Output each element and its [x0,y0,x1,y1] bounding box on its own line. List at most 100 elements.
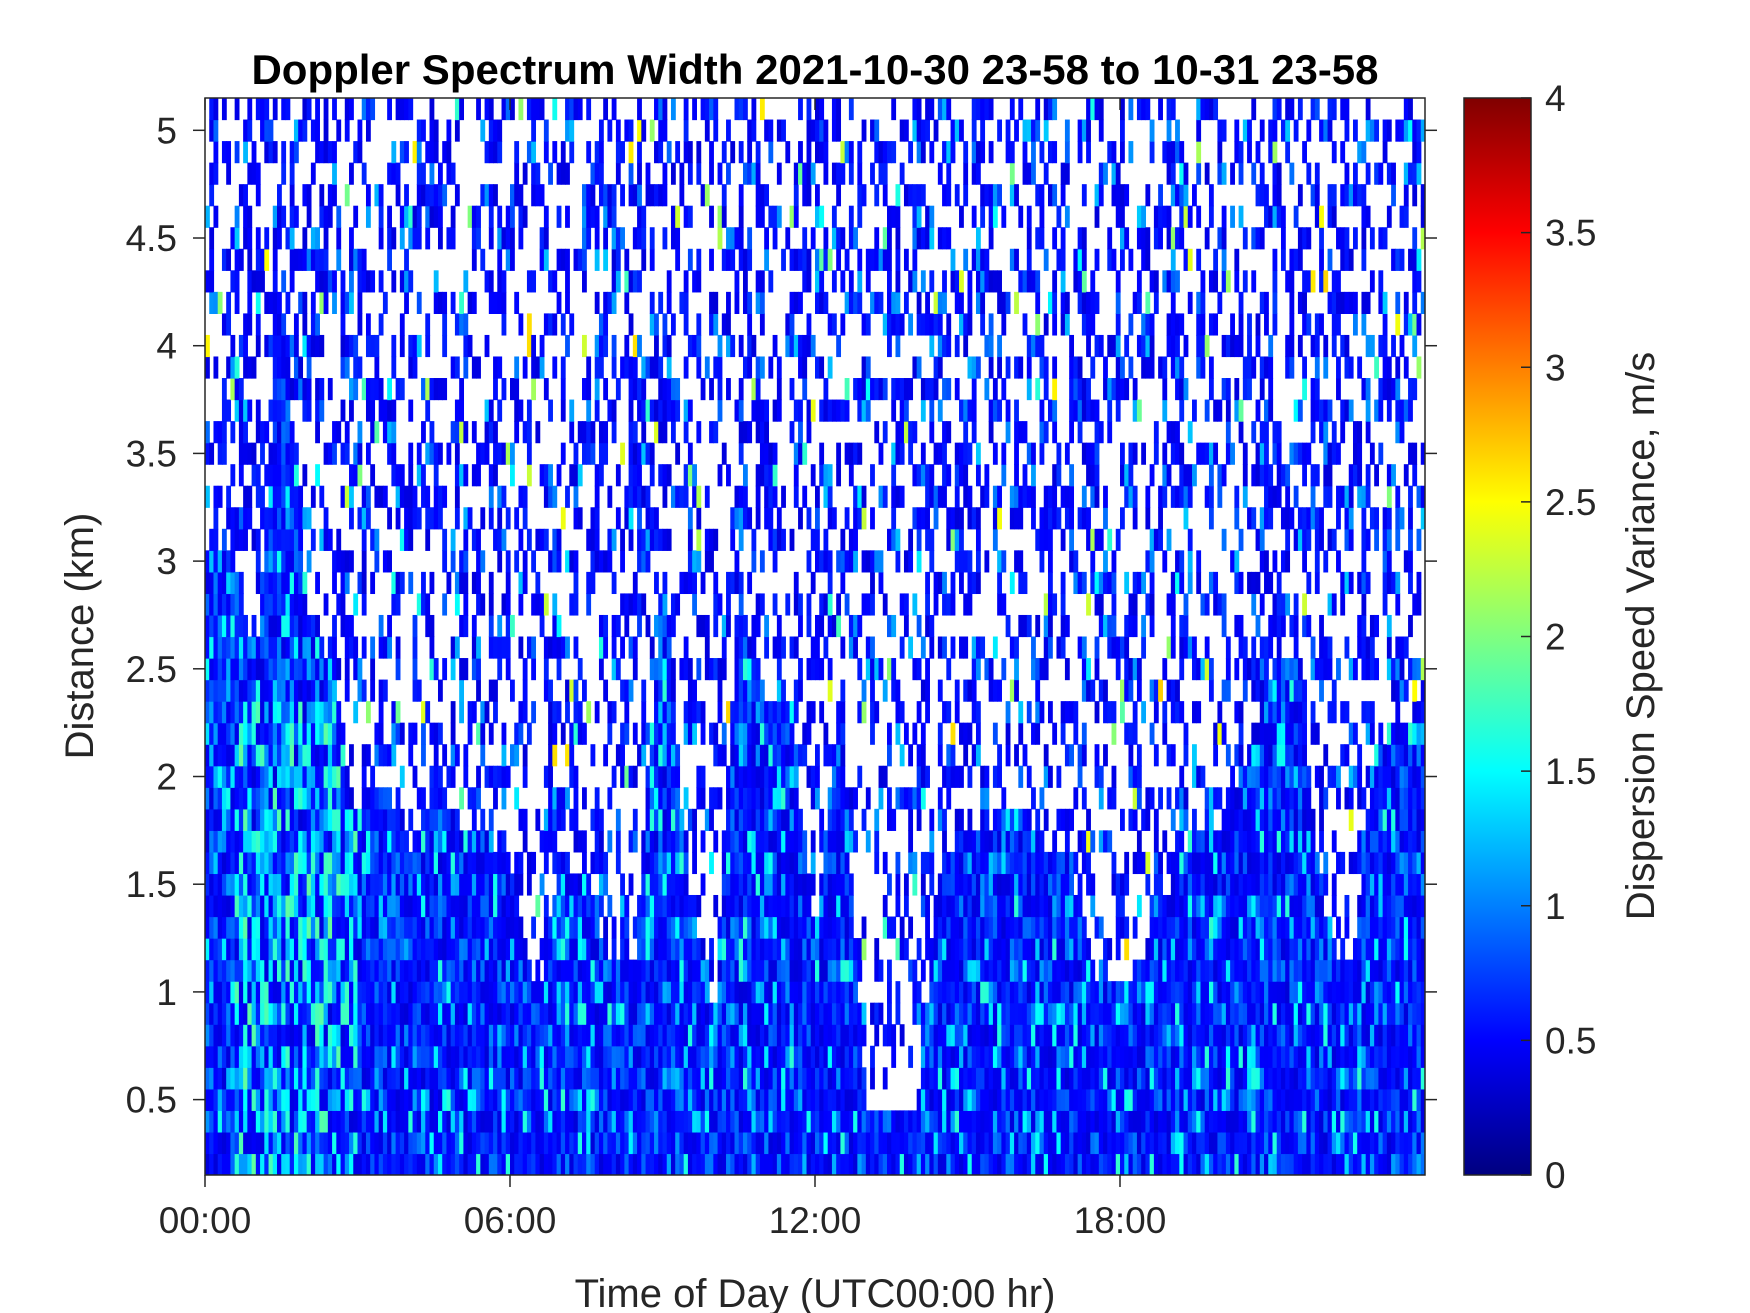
heatmap-cell [374,356,380,379]
heatmap-cell [586,1024,592,1047]
heatmap-cell [654,873,659,896]
heatmap-cell [870,1002,875,1025]
heatmap-cell [454,938,460,961]
heatmap-cell [692,1024,697,1047]
heatmap-cell [302,851,308,875]
heatmap-cell [742,959,748,982]
heatmap-cell [501,1131,507,1155]
heatmap-cell [255,291,261,314]
heatmap-cell [251,851,257,875]
heatmap-cell [399,916,405,939]
heatmap-cell [726,916,731,939]
heatmap-cell [454,464,460,487]
heatmap-cell [476,873,481,896]
heatmap-cell [497,270,503,293]
heatmap-cell [679,808,685,831]
heatmap-cell [340,830,346,853]
heatmap-cell [217,1153,223,1175]
heatmap-cell [433,787,439,810]
heatmap-cell [272,765,278,788]
heatmap-cell [776,765,782,788]
heatmap-cell [260,119,265,142]
heatmap-cell [209,894,215,918]
heatmap-cell [827,658,833,681]
heatmap-cell [742,658,748,681]
heatmap-cell [772,701,778,724]
heatmap-cell [734,959,740,982]
heatmap-cell [632,765,638,788]
heatmap-cell [683,356,689,379]
heatmap-cell [437,722,443,745]
heatmap-cell [755,184,761,207]
heatmap-cell [243,938,248,961]
heatmap-cell [332,571,337,595]
heatmap-cell [700,873,706,896]
heatmap-cell [611,291,617,314]
heatmap-cell [704,614,710,638]
heatmap-cell [565,1110,570,1133]
heatmap-cell [831,119,837,142]
heatmap-cell [408,722,414,745]
heatmap-cell [365,1045,371,1068]
heatmap-cell [844,873,850,896]
heatmap-cell [624,593,630,616]
heatmap-cell [573,636,579,659]
heatmap-cell [361,808,367,831]
heatmap-cell [501,981,507,1004]
heatmap-cell [310,1024,316,1047]
heatmap-cell [848,1045,854,1068]
heatmap-cell [213,507,219,530]
heatmap-cell [353,464,359,487]
heatmap-cell [577,658,583,681]
heatmap-cell [751,679,757,702]
heatmap-cell [315,464,320,487]
heatmap-cell [302,248,308,271]
heatmap-cell [416,507,422,530]
heatmap-cell [234,1045,240,1068]
heatmap-cell [717,1024,723,1047]
heatmap-cell [378,205,384,228]
heatmap-cell [607,722,613,745]
heatmap-cell [497,959,503,982]
heatmap-cell [615,1002,621,1025]
heatmap-cell [548,485,553,508]
heatmap-cell [429,378,435,401]
heatmap-cell [243,1002,248,1025]
heatmap-cell [654,98,659,121]
heatmap-cell [353,593,359,616]
heatmap-cell [450,1002,456,1025]
heatmap-cell [264,550,270,573]
heatmap-cell [628,1131,634,1155]
heatmap-cell [213,787,219,810]
heatmap-cell [552,894,558,918]
heatmap-cell [759,593,765,616]
heatmap-cell [497,528,503,551]
heatmap-cell [391,399,397,422]
heatmap-cell [505,1024,511,1047]
heatmap-cell [285,464,291,487]
heatmap-cell [810,981,816,1004]
heatmap-cell [641,981,647,1004]
heatmap-cell [374,1067,380,1090]
heatmap-cell [857,1131,863,1155]
heatmap-cell [802,938,808,961]
heatmap-cell [543,248,549,271]
heatmap-cell [543,1002,549,1025]
heatmap-cell [666,614,672,638]
heatmap-cell [543,593,549,616]
heatmap-cell [416,1067,422,1090]
heatmap-cell [476,1110,481,1133]
heatmap-cell [293,1002,299,1025]
heatmap-cell [344,291,350,314]
heatmap-cell [768,916,774,939]
heatmap-cell [717,744,723,767]
heatmap-cell [831,916,837,939]
heatmap-cell [709,959,714,982]
heatmap-cell [293,1045,299,1068]
heatmap-cell [721,916,727,939]
heatmap-cell [234,248,240,271]
heatmap-cell [501,1088,507,1111]
heatmap-cell [255,1088,261,1111]
heatmap-cell [552,938,558,961]
heatmap-cell [289,421,295,444]
